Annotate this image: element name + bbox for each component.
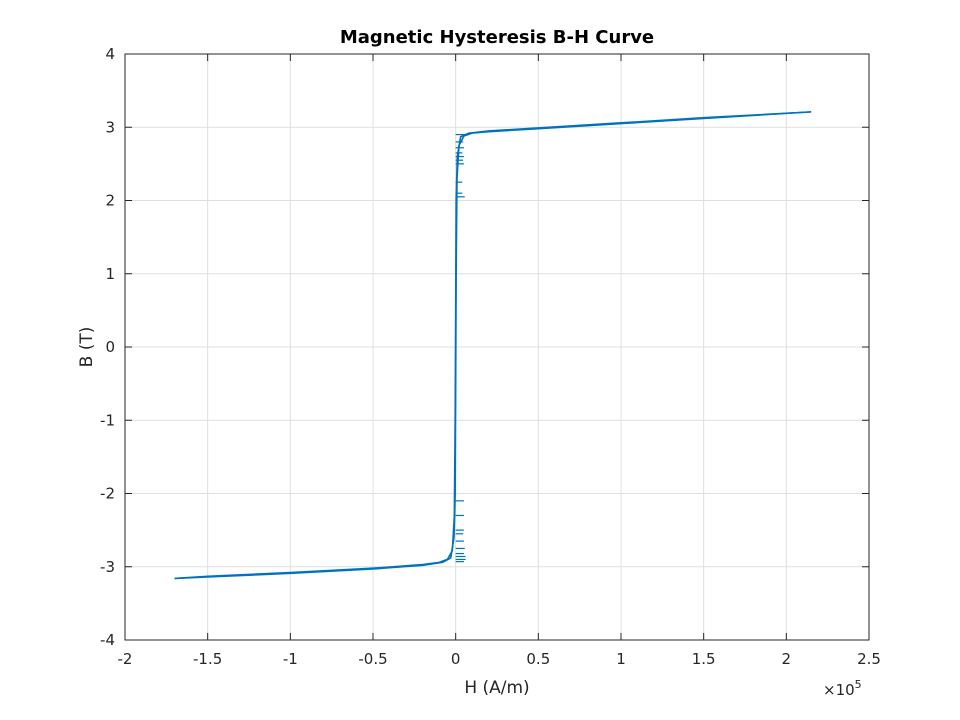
x-tick-label: -1.5 — [193, 650, 222, 668]
y-tick-label: -2 — [100, 485, 115, 503]
x-tick-label: 0.5 — [526, 650, 550, 668]
x-scale-base: ×10 — [823, 681, 855, 699]
y-tick-label: 0 — [105, 338, 115, 356]
y-tick-label: -3 — [100, 558, 115, 576]
x-tick-label: 2.5 — [857, 650, 881, 668]
x-tick-label: -2 — [118, 650, 133, 668]
x-tick-label: 1 — [616, 650, 626, 668]
x-tick-labels: -2 -1.5 -1 -0.5 0 0.5 1 1.5 2 2.5 — [118, 650, 881, 668]
y-tick-label: 3 — [105, 118, 115, 136]
tick-marks — [124, 53, 870, 641]
series-branch-1 — [174, 111, 812, 580]
series-group — [174, 111, 812, 580]
chart-title: Magnetic Hysteresis B-H Curve — [340, 27, 654, 48]
x-scale-power: 5 — [855, 678, 862, 691]
y-tick-label: 1 — [105, 265, 115, 283]
x-scale-exponent: ×105 — [823, 678, 862, 699]
y-tick-label: -1 — [100, 411, 115, 429]
x-tick-label: -0.5 — [358, 650, 387, 668]
y-axis-label: B (T) — [77, 327, 97, 368]
x-tick-label: 0 — [451, 650, 461, 668]
y-tick-label: 4 — [105, 45, 115, 63]
x-axis-label: H (A/m) — [464, 678, 529, 698]
y-tick-labels: -4 -3 -2 -1 0 1 2 3 4 — [100, 45, 115, 649]
x-tick-label: -1 — [283, 650, 298, 668]
y-tick-label: -4 — [100, 631, 115, 649]
x-tick-label: 2 — [782, 650, 792, 668]
y-tick-label: 2 — [105, 192, 115, 210]
x-tick-label: 1.5 — [692, 650, 716, 668]
